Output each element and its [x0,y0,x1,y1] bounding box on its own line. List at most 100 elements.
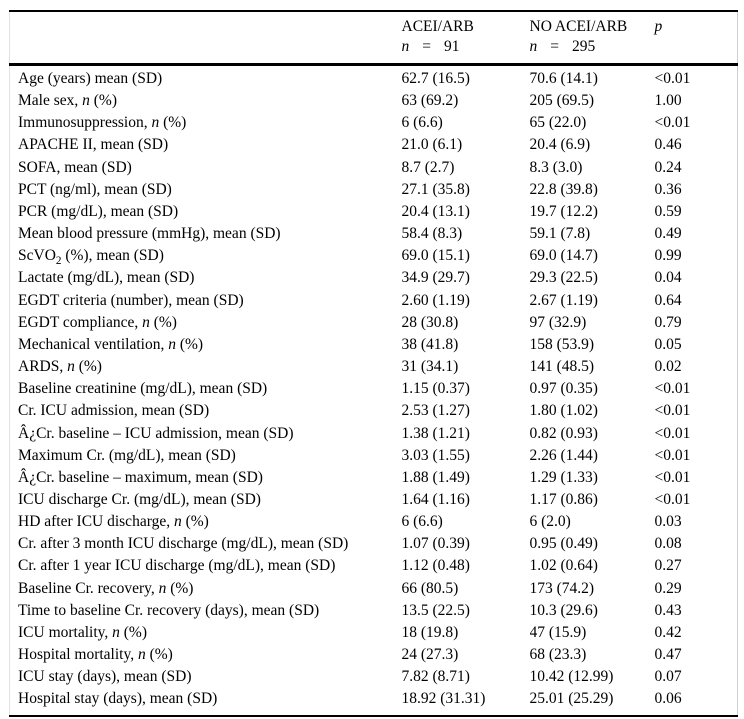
p-value: 0.29 [654,579,682,597]
p-value: <0.01 [654,70,691,87]
n-symbol: n [529,38,538,55]
group1-name: ACEI/ARB [401,18,474,35]
p-value: 0.07 [654,668,682,686]
value-acei-arb: 7.82 (8.71) [401,668,470,686]
row-label: EGDT compliance, n (%) [18,313,177,331]
p-value: <0.01 [654,490,691,508]
table-row: ScVO2 (%), mean (SD) 69.0 (15.1) 69.0 (1… [10,245,738,267]
value-no-acei-arb: 205 (69.5) [529,92,595,110]
row-label: ICU mortality, n (%) [18,623,148,641]
table-row: Age (years) mean (SD) 62.7 (16.5) 70.6 (… [10,65,738,91]
table-body: Age (years) mean (SD) 62.7 (16.5) 70.6 (… [10,65,738,716]
value-acei-arb: 21.0 (6.1) [401,136,463,154]
table-row: APACHE II, mean (SD) 21.0 (6.1) 20.4 (6.… [10,134,738,156]
value-acei-arb: 18.92 (31.31) [401,690,486,708]
p-value: 0.59 [654,202,682,220]
value-no-acei-arb: 25.01 (25.29) [529,690,614,708]
p-value: 0.46 [654,136,682,154]
row-label: Hospital stay (days), mean (SD) [18,690,218,708]
value-acei-arb: 66 (80.5) [401,579,459,597]
table-row: EGDT criteria (number), mean (SD) 2.60 (… [10,290,738,312]
value-acei-arb: 13.5 (22.5) [401,601,470,619]
row-label: Hospital mortality, n (%) [18,646,173,664]
value-no-acei-arb: 29.3 (22.5) [529,269,598,287]
header-row: ACEI/ARB n = 91 NO ACEI/ARB n = 295 p [9,11,738,65]
value-no-acei-arb: 70.6 (14.1) [529,70,598,87]
table-row: ARDS, n (%) 31 (34.1) 141 (48.5) 0.02 [10,356,738,378]
value-no-acei-arb: 68 (23.3) [529,646,587,664]
value-no-acei-arb: 0.82 (0.93) [529,424,598,442]
value-no-acei-arb: 65 (22.0) [529,114,587,132]
value-acei-arb: 1.88 (1.49) [401,468,470,486]
p-value: 0.79 [654,313,682,331]
row-label: Maximum Cr. (mg/dL), mean (SD) [18,446,236,464]
row-label: Male sex, n (%) [18,92,118,110]
p-value: <0.01 [654,424,691,442]
row-label: PCT (ng/ml), mean (SD) [18,180,172,198]
row-label: Time to baseline Cr. recovery (days), me… [18,601,320,619]
value-no-acei-arb: 0.97 (0.35) [529,380,598,398]
value-acei-arb: 3.03 (1.55) [401,446,470,464]
row-label: Cr. after 3 month ICU discharge (mg/dL),… [18,535,349,553]
row-label: Mechanical ventilation, n (%) [18,335,204,353]
value-no-acei-arb: 1.29 (1.33) [529,468,598,486]
row-label: ICU discharge Cr. (mg/dL), mean (SD) [18,490,261,508]
equals-sign: = [422,38,431,55]
value-no-acei-arb: 8.3 (3.0) [529,158,583,176]
row-label: ScVO2 (%), mean (SD) [18,247,164,268]
value-no-acei-arb: 10.3 (29.6) [529,601,598,619]
value-no-acei-arb: 47 (15.9) [529,623,587,641]
table-row: Baseline creatinine (mg/dL), mean (SD) 1… [10,378,738,400]
value-acei-arb: 28 (30.8) [401,313,459,331]
table-row: EGDT compliance, n (%) 28 (30.8) 97 (32.… [10,312,738,334]
n-symbol: n [401,38,410,55]
table-row: ICU discharge Cr. (mg/dL), mean (SD) 1.6… [10,489,738,511]
table-row: HD after ICU discharge, n (%) 6 (6.6) 6 … [10,511,738,533]
p-value: 0.47 [654,646,682,664]
table-row: Maximum Cr. (mg/dL), mean (SD) 3.03 (1.5… [10,445,738,467]
col-header-p: p [655,11,738,65]
p-value: 0.04 [654,269,682,287]
value-no-acei-arb: 141 (48.5) [529,358,595,376]
row-label: Cr. ICU admission, mean (SD) [18,402,210,420]
value-no-acei-arb: 97 (32.9) [529,313,587,331]
p-value: 0.24 [654,158,682,176]
value-no-acei-arb: 6 (2.0) [529,513,571,531]
value-no-acei-arb: 2.26 (1.44) [529,446,598,464]
table-row: Immunosuppression, n (%) 6 (6.6) 65 (22.… [10,112,738,134]
value-acei-arb: 2.60 (1.19) [401,291,470,309]
row-label: Age (years) mean (SD) [18,70,163,87]
value-no-acei-arb: 173 (74.2) [529,579,595,597]
p-value: <0.01 [654,468,691,486]
p-value: 0.05 [654,335,682,353]
value-acei-arb: 6 (6.6) [401,114,443,132]
p-value: <0.01 [654,380,691,398]
p-value: 0.64 [654,291,682,309]
col-header-acei-arb: ACEI/ARB n = 91 [402,11,530,65]
row-label: Lactate (mg/dL), mean (SD) [18,269,195,287]
table-row: PCT (ng/ml), mean (SD) 27.1 (35.8) 22.8 … [10,179,738,201]
p-value: <0.01 [654,402,691,420]
table-row: ICU mortality, n (%) 18 (19.8) 47 (15.9)… [10,622,738,644]
table-row: Hospital stay (days), mean (SD) 18.92 (3… [10,688,738,715]
equals-sign: = [550,38,559,55]
table-row: ICU stay (days), mean (SD) 7.82 (8.71) 1… [10,666,738,688]
value-acei-arb: 18 (19.8) [401,623,459,641]
p-value: <0.01 [654,114,691,132]
empty-header-cell [10,11,402,65]
p-value: 0.02 [654,358,682,376]
value-acei-arb: 1.15 (0.37) [401,380,470,398]
table-row: Baseline Cr. recovery, n (%) 66 (80.5) 1… [10,578,738,600]
value-no-acei-arb: 1.02 (0.64) [529,557,598,575]
table-row: SOFA, mean (SD) 8.7 (2.7) 8.3 (3.0) 0.24 [10,157,738,179]
value-no-acei-arb: 1.80 (1.02) [529,402,598,420]
value-acei-arb: 6 (6.6) [401,513,443,531]
row-label: HD after ICU discharge, n (%) [18,513,209,531]
group1-n-value: 91 [444,38,460,55]
value-no-acei-arb: 59.1 (7.8) [529,225,591,243]
p-value: 0.43 [654,601,682,619]
group2-sample-size: n = 295 [530,37,655,57]
value-no-acei-arb: 19.7 (12.2) [529,202,598,220]
row-label: APACHE II, mean (SD) [18,136,169,154]
